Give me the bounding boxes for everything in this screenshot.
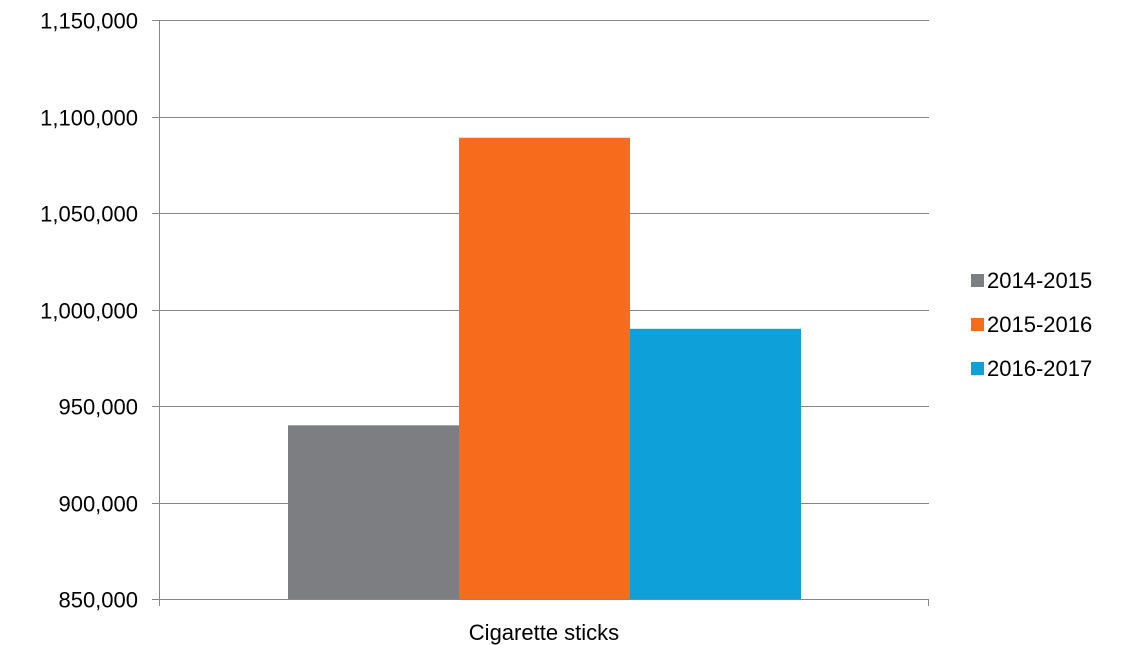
bar-2016-2017: [630, 328, 801, 599]
bars: [288, 137, 801, 600]
y-tick-label: 1,100,000: [40, 106, 138, 131]
bar-2015-2016: [459, 137, 630, 600]
y-tick-label: 900,000: [58, 492, 138, 517]
labels: 850,000 900,000 950,000 1,000,000 1,050,000 1…: [40, 9, 619, 645]
legend-swatch: [971, 318, 984, 331]
bar-2014-2015: [288, 425, 459, 599]
legend-label: 2014-2015: [987, 268, 1092, 293]
y-tick-label: 850,000: [58, 588, 138, 613]
legend-swatch: [971, 274, 984, 287]
x-category-label: Cigarette sticks: [469, 620, 619, 645]
legend: 2014-2015 2015-2016 2016-2017: [971, 268, 1092, 381]
legend-swatch: [971, 362, 984, 375]
axes: [152, 20, 929, 606]
y-tick-label: 1,000,000: [40, 299, 138, 324]
y-tick-label: 950,000: [58, 395, 138, 420]
legend-label: 2015-2016: [987, 312, 1092, 337]
y-tick-label: 1,150,000: [40, 9, 138, 34]
legend-label: 2016-2017: [987, 356, 1092, 381]
y-tick-label: 1,050,000: [40, 202, 138, 227]
